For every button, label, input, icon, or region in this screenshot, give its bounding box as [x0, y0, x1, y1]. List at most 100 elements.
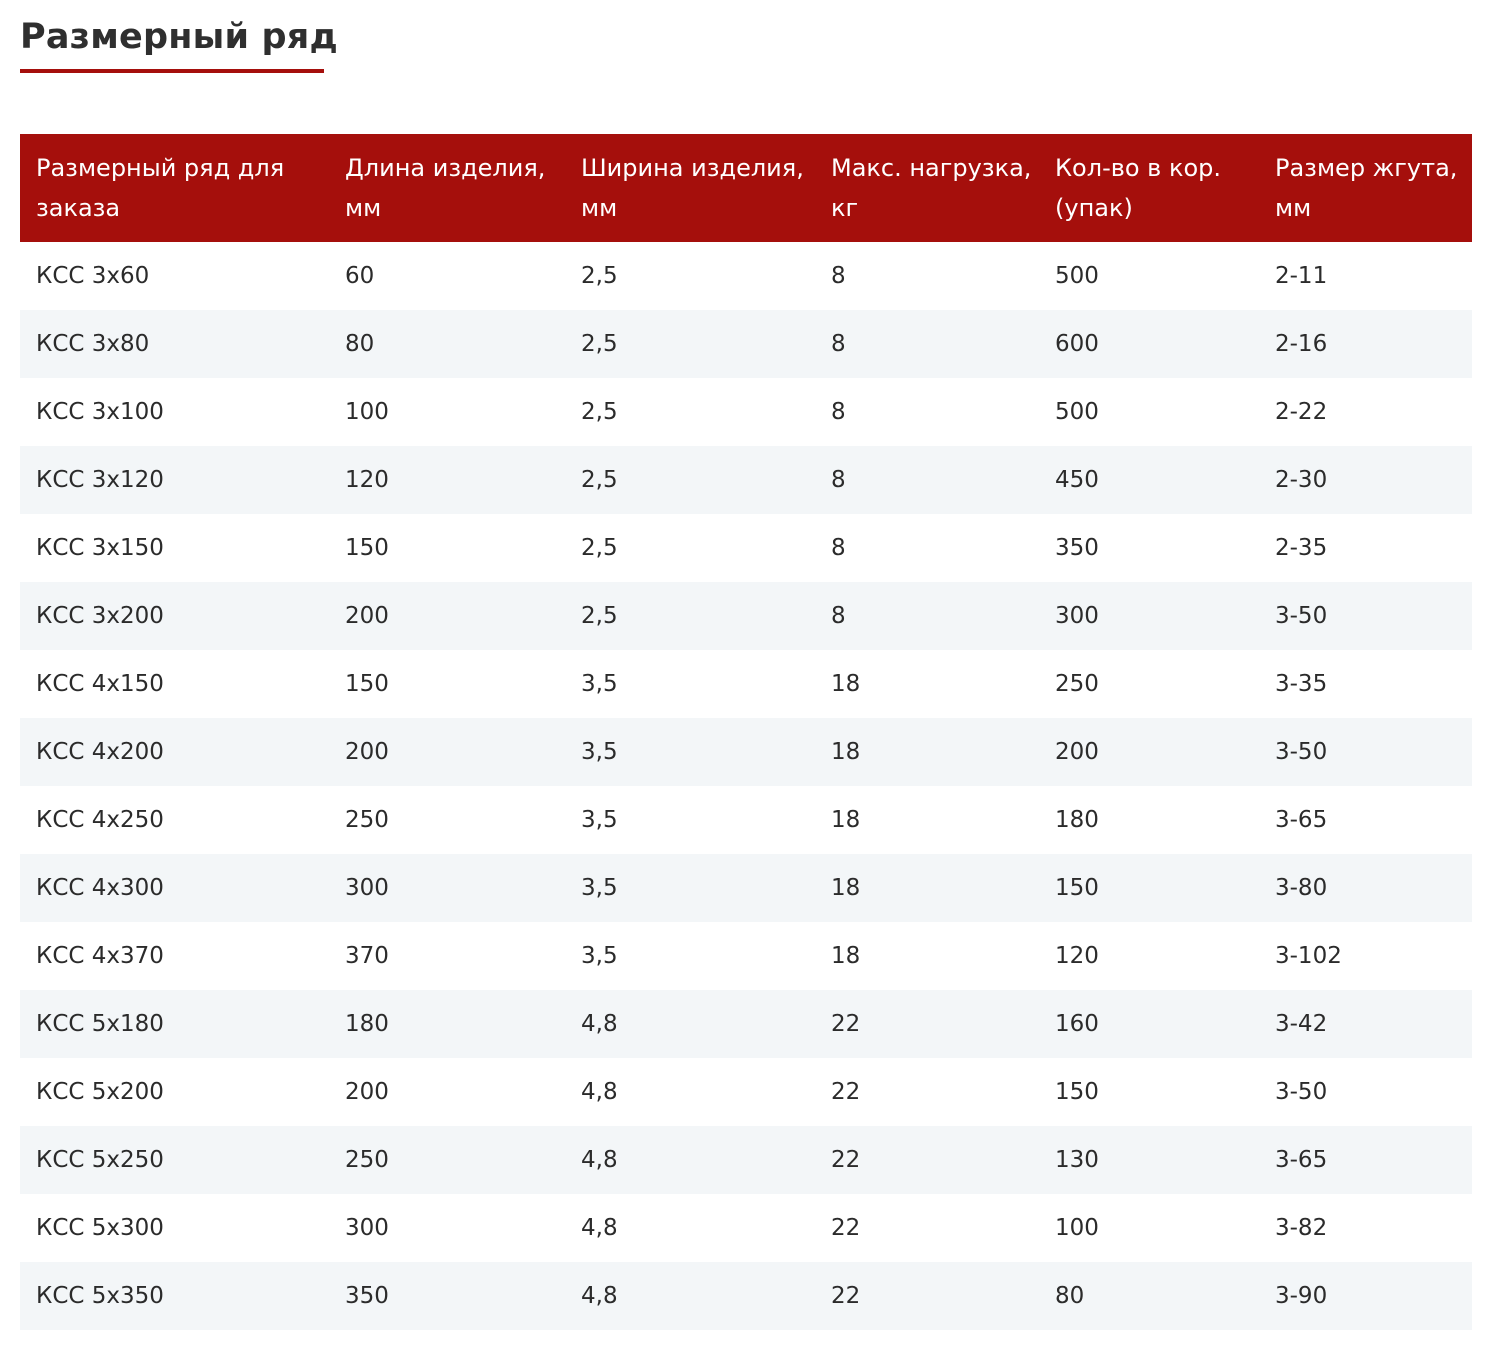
cell-length: 80: [345, 331, 375, 357]
cell-bundle-size: 2-16: [1275, 331, 1328, 357]
header-max-load: Макс. нагрузка, кг: [831, 154, 1032, 222]
cell-qty-per-box: 600: [1055, 331, 1099, 357]
cell-max-load: 18: [831, 807, 861, 833]
table-row: КСС 4х150 150 3,5 18 250 3-35: [20, 650, 1472, 718]
cell-max-load: 8: [831, 535, 846, 561]
cell-length: 370: [345, 943, 389, 969]
cell-size-order: КСС 5х350: [36, 1283, 164, 1309]
cell-bundle-size: 2-35: [1275, 535, 1328, 561]
cell-max-load: 8: [831, 263, 846, 289]
cell-max-load: 22: [831, 1147, 861, 1173]
cell-qty-per-box: 300: [1055, 603, 1099, 629]
cell-width: 4,8: [581, 1079, 618, 1105]
cell-size-order: КСС 4х300: [36, 875, 164, 901]
cell-width: 2,5: [581, 603, 618, 629]
cell-bundle-size: 3-42: [1275, 1011, 1328, 1037]
cell-size-order: КСС 5х300: [36, 1215, 164, 1241]
cell-qty-per-box: 200: [1055, 739, 1099, 765]
table-row: КСС 3х150 150 2,5 8 350 2-35: [20, 514, 1472, 582]
cell-size-order: КСС 5х200: [36, 1079, 164, 1105]
cell-bundle-size: 3-35: [1275, 671, 1328, 697]
cell-length: 300: [345, 875, 389, 901]
header-width: Ширина изделия, мм: [581, 154, 804, 222]
cell-length: 150: [345, 671, 389, 697]
table-header: Размерный ряд для заказа Длина изделия, …: [20, 134, 1472, 242]
cell-width: 3,5: [581, 943, 618, 969]
header-length: Длина изделия, мм: [345, 154, 546, 222]
cell-bundle-size: 3-50: [1275, 739, 1328, 765]
cell-size-order: КСС 4х200: [36, 739, 164, 765]
cell-width: 3,5: [581, 807, 618, 833]
cell-max-load: 22: [831, 1079, 861, 1105]
cell-max-load: 18: [831, 671, 861, 697]
table-row: КСС 4х370 370 3,5 18 120 3-102: [20, 922, 1472, 990]
cell-width: 3,5: [581, 671, 618, 697]
cell-max-load: 8: [831, 331, 846, 357]
cell-length: 150: [345, 535, 389, 561]
cell-qty-per-box: 450: [1055, 467, 1099, 493]
cell-bundle-size: 2-30: [1275, 467, 1328, 493]
cell-length: 350: [345, 1283, 389, 1309]
table-row: КСС 3х100 100 2,5 8 500 2-22: [20, 378, 1472, 446]
table-row: КСС 5х300 300 4,8 22 100 3-82: [20, 1194, 1472, 1262]
table-row: КСС 3х80 80 2,5 8 600 2-16: [20, 310, 1472, 378]
table-row: КСС 5х250 250 4,8 22 130 3-65: [20, 1126, 1472, 1194]
cell-length: 100: [345, 399, 389, 425]
cell-length: 250: [345, 807, 389, 833]
cell-length: 250: [345, 1147, 389, 1173]
cell-width: 2,5: [581, 331, 618, 357]
cell-width: 2,5: [581, 467, 618, 493]
table-row: КСС 3х120 120 2,5 8 450 2-30: [20, 446, 1472, 514]
cell-width: 2,5: [581, 263, 618, 289]
cell-size-order: КСС 3х200: [36, 603, 164, 629]
cell-size-order: КСС 4х250: [36, 807, 164, 833]
cell-width: 4,8: [581, 1147, 618, 1173]
cell-max-load: 18: [831, 943, 861, 969]
cell-size-order: КСС 5х180: [36, 1011, 164, 1037]
header-bundle-size: Размер жгута, мм: [1275, 154, 1458, 222]
cell-length: 60: [345, 263, 375, 289]
cell-qty-per-box: 130: [1055, 1147, 1099, 1173]
cell-qty-per-box: 100: [1055, 1215, 1099, 1241]
cell-max-load: 8: [831, 603, 846, 629]
cell-size-order: КСС 3х150: [36, 535, 164, 561]
cell-length: 300: [345, 1215, 389, 1241]
cell-bundle-size: 3-90: [1275, 1283, 1328, 1309]
cell-size-order: КСС 3х80: [36, 331, 150, 357]
table-header-row: Размерный ряд для заказа Длина изделия, …: [20, 134, 1472, 242]
cell-max-load: 18: [831, 875, 861, 901]
cell-max-load: 22: [831, 1215, 861, 1241]
table-row: КСС 5х350 350 4,8 22 80 3-90: [20, 1262, 1472, 1330]
cell-max-load: 8: [831, 467, 846, 493]
cell-bundle-size: 3-80: [1275, 875, 1328, 901]
cell-width: 3,5: [581, 875, 618, 901]
table-row: КСС 5х180 180 4,8 22 160 3-42: [20, 990, 1472, 1058]
cell-width: 4,8: [581, 1283, 618, 1309]
cell-qty-per-box: 150: [1055, 875, 1099, 901]
cell-length: 200: [345, 739, 389, 765]
cell-qty-per-box: 250: [1055, 671, 1099, 697]
cell-qty-per-box: 500: [1055, 263, 1099, 289]
cell-length: 200: [345, 1079, 389, 1105]
title-underline: [20, 69, 324, 73]
cell-max-load: 22: [831, 1283, 861, 1309]
table-row: КСС 4х200 200 3,5 18 200 3-50: [20, 718, 1472, 786]
cell-size-order: КСС 3х60: [36, 263, 150, 289]
cell-size-order: КСС 4х150: [36, 671, 164, 697]
cell-width: 3,5: [581, 739, 618, 765]
table-row: КСС 5х200 200 4,8 22 150 3-50: [20, 1058, 1472, 1126]
cell-length: 180: [345, 1011, 389, 1037]
cell-bundle-size: 2-11: [1275, 263, 1328, 289]
table-row: КСС 3х60 60 2,5 8 500 2-11: [20, 242, 1472, 310]
size-table: Размерный ряд для заказа Длина изделия, …: [20, 134, 1472, 1330]
cell-size-order: КСС 5х250: [36, 1147, 164, 1173]
cell-width: 2,5: [581, 535, 618, 561]
cell-length: 200: [345, 603, 389, 629]
cell-bundle-size: 2-22: [1275, 399, 1328, 425]
cell-width: 4,8: [581, 1011, 618, 1037]
cell-width: 2,5: [581, 399, 618, 425]
cell-bundle-size: 3-50: [1275, 603, 1328, 629]
cell-bundle-size: 3-65: [1275, 1147, 1328, 1173]
cell-bundle-size: 3-82: [1275, 1215, 1328, 1241]
cell-bundle-size: 3-102: [1275, 943, 1342, 969]
